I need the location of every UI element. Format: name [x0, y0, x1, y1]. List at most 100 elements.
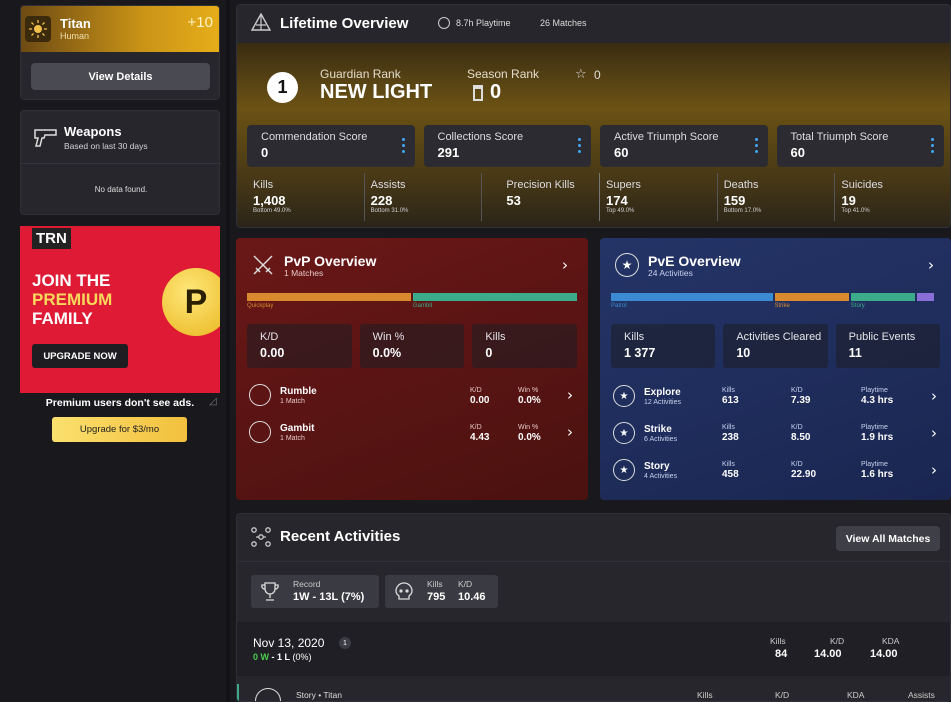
- ad-line3: FAMILY: [32, 309, 93, 328]
- match-kd-label: K/D: [775, 690, 790, 700]
- upgrade-button[interactable]: Upgrade for $3/mo: [52, 417, 187, 442]
- score-card[interactable]: Active Triumph Score 60: [600, 125, 768, 167]
- stat-percentile: Top 49.0%: [606, 208, 635, 214]
- score-value: 291: [437, 145, 460, 160]
- pistol-icon: [34, 129, 57, 147]
- weapons-empty: No data found.: [94, 185, 148, 194]
- overview-icon: [251, 13, 271, 31]
- pvp-chevron-icon[interactable]: ›: [562, 256, 568, 274]
- day-kda: 14.00: [870, 648, 898, 660]
- score-card[interactable]: Collections Score 291: [423, 125, 591, 167]
- match-kills-label: Kills: [697, 690, 713, 700]
- score-cards: Commendation Score 0 Collections Score 291 A…: [247, 125, 944, 167]
- mode-bar-segment: [413, 293, 577, 301]
- ad-close-icon[interactable]: ◿: [209, 396, 217, 407]
- pve-mode-row[interactable]: ★ Explore 12 Activities Kills 613 K/D 7.39 Play…: [611, 381, 946, 418]
- star-count: 0: [594, 68, 601, 82]
- kills-value: 795: [427, 591, 446, 603]
- pvp-mode-row[interactable]: Rumble 1 Match K/D 0.00 Win % 0.0% ›: [247, 378, 582, 415]
- trn-logo: TRN: [32, 228, 71, 249]
- character-class: Titan: [60, 16, 91, 31]
- pve-mode-row[interactable]: ★ Story 4 Activities Kills 458 K/D 22.90 Playti…: [611, 455, 946, 492]
- mode-bar-segment: [850, 293, 916, 301]
- mode-name: Strike: [644, 424, 672, 435]
- more-options-icon[interactable]: [578, 138, 581, 153]
- score-card[interactable]: Total Triumph Score 60: [776, 125, 944, 167]
- day-record-separator: -: [269, 652, 278, 662]
- power-level: +10: [187, 14, 213, 31]
- mode-name: Rumble: [280, 386, 317, 397]
- pve-stats: Kills 1 377 Activities Cleared 10 Public Eve…: [611, 324, 940, 368]
- ad-cta-button[interactable]: UPGRADE NOW: [32, 344, 128, 368]
- score-card[interactable]: Commendation Score 0: [247, 125, 415, 167]
- stat-label: Win %: [372, 331, 405, 343]
- overview-stat-box: Win % 0.0%: [359, 324, 465, 368]
- guardian-rank-label: Guardian Rank: [320, 67, 401, 81]
- pvp-overview[interactable]: PvP Overview 1 Matches › Quickplay Gambit…: [236, 238, 588, 500]
- pvp-subtitle: 1 Matches: [284, 268, 324, 278]
- stat-percentile: Bottom 17.0%: [723, 208, 762, 214]
- pve-overview[interactable]: ★ PvE Overview 24 Activities › Patrol Str…: [600, 238, 951, 500]
- explore-icon: ★: [613, 385, 635, 407]
- mode-bar-segment: [917, 293, 934, 301]
- more-options-icon[interactable]: [931, 138, 934, 153]
- stat-item: Assists 228 Bottom 31.0%: [363, 173, 474, 221]
- pve-mode-row[interactable]: ★ Strike 6 Activities Kills 238 K/D 8.50 Playti…: [611, 418, 946, 455]
- season-rank: 0: [490, 81, 502, 103]
- stat-value: 0: [485, 346, 493, 360]
- pve-mode-list: ★ Explore 12 Activities Kills 613 K/D 7.39 Play…: [611, 381, 946, 492]
- mode-bar-segment: [247, 293, 411, 301]
- match-row[interactable]: Story • Titan Kills K/D KDA Assists: [237, 684, 950, 701]
- record-label: Record: [293, 579, 321, 589]
- chevron-right-icon[interactable]: ›: [931, 387, 937, 405]
- mode-kd-label: K/D: [791, 424, 803, 431]
- weapons-subtitle: Based on last 30 days: [64, 141, 148, 151]
- overview-header: [237, 5, 950, 43]
- playtime: 8.7h Playtime: [456, 18, 511, 28]
- stat-item: Suicides 19 Top 41.0%: [834, 173, 944, 221]
- record-summary: Record 1W - 13L (7%): [251, 575, 379, 608]
- pvp-mode-row[interactable]: Gambit 1 Match K/D 4.43 Win % 0.0% ›: [247, 415, 582, 452]
- pvp-mode-bar: Quickplay Gambit: [247, 293, 577, 311]
- chevron-right-icon[interactable]: ›: [931, 424, 937, 442]
- chevron-right-icon[interactable]: ›: [567, 423, 573, 441]
- mode-kills-label: Kills: [722, 387, 735, 394]
- match-mode-name: Story: [296, 690, 316, 700]
- mode-name: Gambit: [280, 423, 315, 434]
- header-divider: [237, 561, 950, 562]
- stat-percentile: Bottom 31.0%: [370, 208, 409, 214]
- mode-sub: 6 Activities: [644, 436, 678, 443]
- stat-value: 159: [723, 193, 746, 208]
- lifetime-overview: Lifetime Overview 8.7h Playtime 26 Match…: [236, 4, 951, 228]
- mode-sub: 1 Match: [280, 435, 305, 442]
- day-date: Nov 13, 2020: [253, 636, 325, 650]
- kills-summary: Kills 795 K/D 10.46: [385, 575, 498, 608]
- more-options-icon[interactable]: [754, 138, 758, 153]
- pve-chevron-icon[interactable]: ›: [928, 256, 934, 274]
- stat-item: Precision Kills 53: [481, 173, 591, 221]
- mode-win: 0.0%: [518, 395, 541, 406]
- stat-label: Suicides: [841, 179, 883, 191]
- vanguard-icon: ★: [615, 253, 639, 277]
- ad-line2: PREMIUM: [32, 290, 113, 309]
- overview-stat-box: Activities Cleared 10: [723, 324, 828, 368]
- ad-note: Premium users don't see ads.: [45, 397, 195, 409]
- strike-icon: ★: [613, 422, 635, 444]
- stat-value: 0.0%: [372, 346, 402, 360]
- ad-banner[interactable]: TRN JOIN THE PREMIUM FAMILY UPGRADE NOW …: [20, 226, 220, 393]
- story-icon: ★: [613, 459, 635, 481]
- chevron-right-icon[interactable]: ›: [931, 461, 937, 479]
- mode-win-label: Win %: [518, 387, 539, 394]
- stat-item: Deaths 159 Bottom 17.0%: [716, 173, 827, 221]
- view-all-matches-button[interactable]: View All Matches: [836, 526, 940, 551]
- chevron-right-icon[interactable]: ›: [567, 386, 573, 404]
- match-class: Titan: [323, 690, 343, 700]
- mode-bar-label: Story: [850, 303, 865, 309]
- mode-bar-track: [611, 293, 940, 301]
- day-kd-label: K/D: [830, 636, 845, 646]
- overview-stat-box: Kills 1 377: [611, 324, 716, 368]
- view-details-button[interactable]: View Details: [31, 63, 210, 90]
- more-options-icon[interactable]: [401, 138, 405, 153]
- recent-title: Recent Activities: [280, 528, 401, 545]
- pve-mode-bar: Patrol Strike Story: [611, 293, 940, 311]
